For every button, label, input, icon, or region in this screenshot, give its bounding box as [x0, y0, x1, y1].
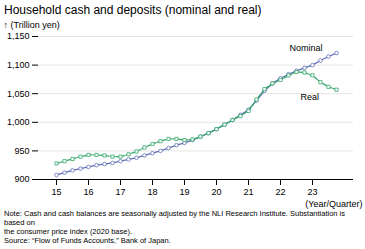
svg-text:950: 950 — [14, 146, 29, 156]
svg-text:Real: Real — [301, 92, 320, 102]
svg-text:↑ (Trillion yen): ↑ (Trillion yen) — [4, 20, 60, 30]
svg-text:15: 15 — [51, 187, 61, 197]
svg-text:23: 23 — [307, 187, 317, 197]
html-text:Note: Cash and cash balances a: Note: Cash and cash balances are seasona… — [4, 209, 345, 227]
svg-text:22: 22 — [275, 187, 285, 197]
html-text:Household cash and deposits (n: Household cash and deposits (nominal and… — [4, 3, 262, 17]
svg-text:1,150: 1,150 — [7, 31, 30, 41]
svg-text:17: 17 — [115, 187, 125, 197]
svg-text:(Year/Quarter): (Year/Quarter) — [305, 199, 362, 209]
svg-text:19: 19 — [179, 187, 189, 197]
svg-text:18: 18 — [147, 187, 157, 197]
svg-text:1,100: 1,100 — [7, 60, 30, 70]
svg-text:1,050: 1,050 — [7, 89, 30, 99]
svg-text:1,000: 1,000 — [7, 117, 30, 127]
svg-text:Nominal: Nominal — [289, 43, 322, 53]
html-text:Source: “Flow of Funds Account: Source: “Flow of Funds Accounts,” Bank o… — [4, 236, 171, 245]
svg-text:21: 21 — [243, 187, 253, 197]
svg-text:20: 20 — [211, 187, 221, 197]
html-text:the consumer price index (2020: the consumer price index (2020 base). — [4, 227, 132, 236]
svg-text:900: 900 — [14, 174, 29, 184]
svg-text:16: 16 — [83, 187, 93, 197]
